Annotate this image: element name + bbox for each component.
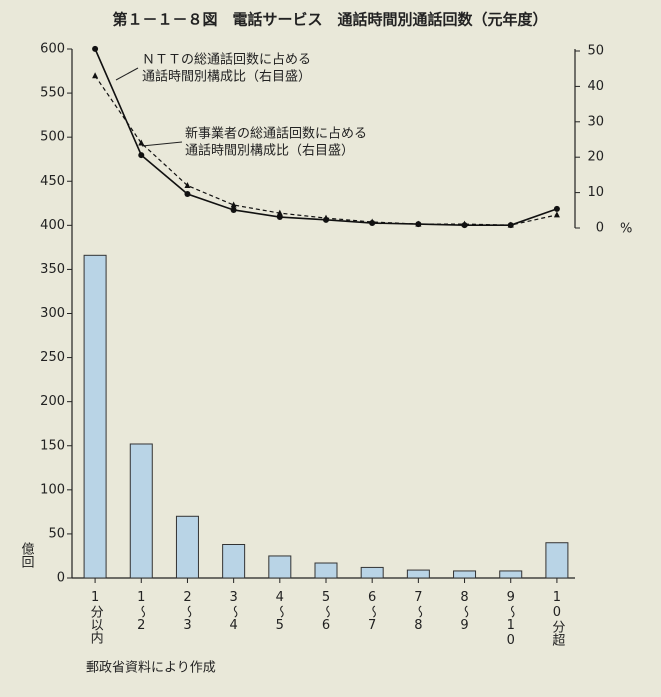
y2-unit: % <box>620 222 632 237</box>
x-tick-label: 8～9 <box>457 590 472 633</box>
annotation: 通話時間別構成比（右目盛） <box>185 143 354 159</box>
annotation-pointer <box>141 141 183 147</box>
marker <box>369 218 376 225</box>
bar <box>268 555 292 579</box>
annotation-pointer <box>115 67 139 81</box>
x-tick-label: 2～3 <box>180 590 195 633</box>
bar <box>314 562 338 579</box>
source-note: 郵政省資料により作成 <box>86 661 216 676</box>
annotation: ＮＴＴの総通話回数に占める <box>142 52 311 68</box>
bar <box>129 443 153 579</box>
y2-tick-label: 20 <box>587 150 604 165</box>
y-tick-label: 200 <box>40 394 65 409</box>
marker <box>323 214 329 221</box>
y-tick-label: 250 <box>40 350 65 365</box>
marker <box>507 221 514 228</box>
marker <box>553 205 560 212</box>
y2-tick-label: 50 <box>587 44 604 59</box>
marker <box>461 220 468 227</box>
x-tick-label: 4～5 <box>272 590 287 633</box>
y2-tick-label: 40 <box>587 79 604 94</box>
y-tick-label: 600 <box>40 42 65 57</box>
bar <box>83 254 107 579</box>
bar <box>222 543 246 579</box>
marker <box>415 220 422 227</box>
marker <box>138 139 145 146</box>
y-tick-label: 100 <box>40 482 65 497</box>
y-tick-label: 450 <box>40 174 65 189</box>
bar <box>175 515 199 579</box>
chart-title: 第１－１－８図 電話サービス 通話時間別通話回数（元年度） <box>112 11 547 29</box>
bar <box>406 569 430 579</box>
x-tick-label: 5～6 <box>319 590 334 633</box>
bar <box>360 566 384 579</box>
marker <box>184 191 191 198</box>
bar <box>453 570 477 579</box>
marker <box>138 152 145 159</box>
marker <box>92 45 99 52</box>
y-unit: 億回 <box>19 541 35 568</box>
y-tick-label: 400 <box>40 218 65 233</box>
marker <box>230 201 237 208</box>
y-tick-label: 350 <box>40 262 65 277</box>
x-tick-label: 6～7 <box>365 590 380 633</box>
x-tick-label: 1～2 <box>134 590 149 633</box>
y2-tick-label: 0 <box>596 221 604 236</box>
marker <box>553 211 560 218</box>
marker <box>184 182 191 189</box>
y-tick-label: 0 <box>57 571 65 586</box>
y-tick-label: 550 <box>40 86 65 101</box>
marker <box>276 209 283 216</box>
x-tick-label: 9～10 <box>503 590 518 648</box>
y-tick-label: 50 <box>48 526 65 541</box>
x-tick-label: 7～8 <box>411 590 426 633</box>
y-tick-label: 300 <box>40 306 65 321</box>
x-tick-label: 10分超 <box>549 590 565 647</box>
y2-tick-label: 30 <box>587 114 604 129</box>
annotation: 新事業者の総通話回数に占める <box>185 126 367 142</box>
x-tick-label: 3～4 <box>226 590 241 633</box>
marker <box>92 72 99 79</box>
y2-tick-label: 10 <box>587 185 604 200</box>
x-tick-label: 1分以内 <box>88 590 104 645</box>
bar <box>499 570 523 579</box>
annotation: 通話時間別構成比（右目盛） <box>142 69 311 85</box>
y-tick-label: 500 <box>40 130 65 145</box>
marker <box>230 206 237 213</box>
bar <box>545 542 569 579</box>
y-tick-label: 150 <box>40 438 65 453</box>
